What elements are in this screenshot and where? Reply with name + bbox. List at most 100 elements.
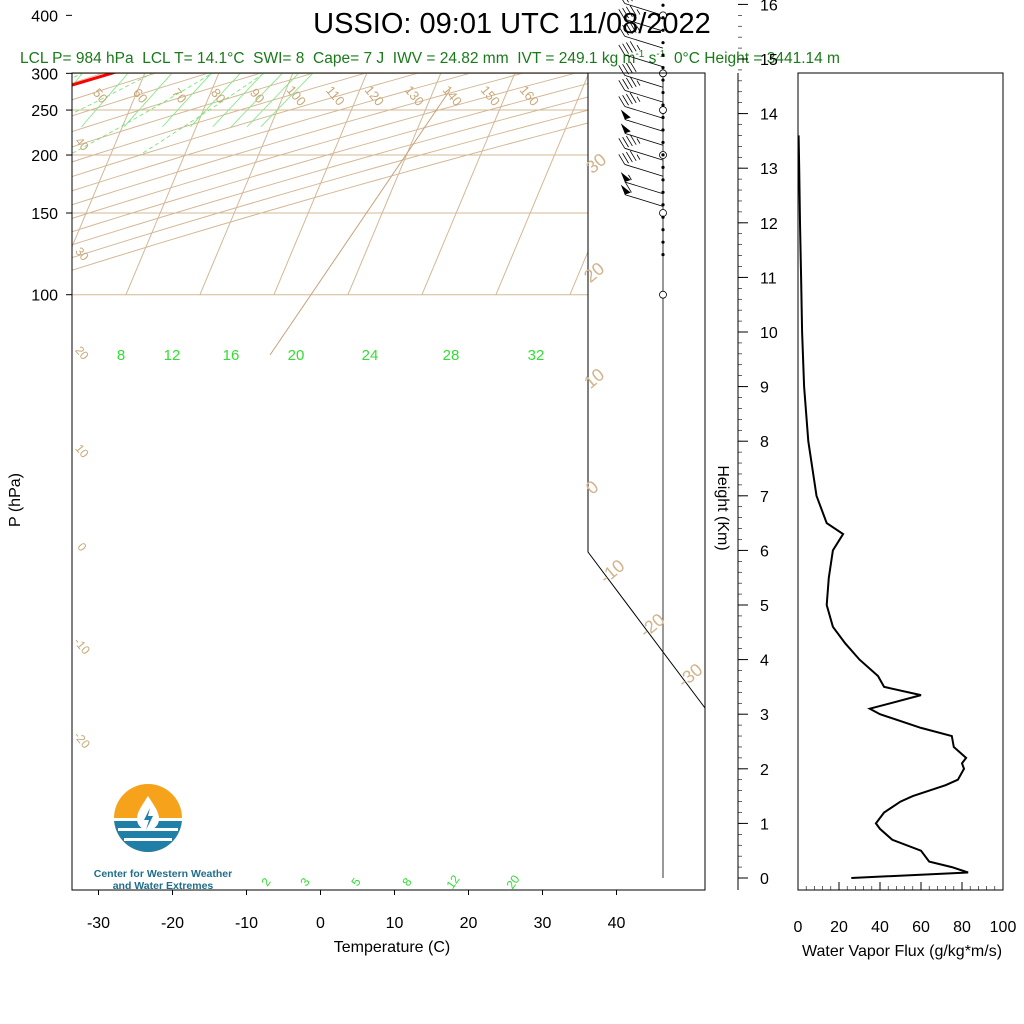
wind-barb-half bbox=[636, 154, 641, 160]
wind-barb-feather bbox=[626, 93, 633, 105]
dry-adiabat bbox=[72, 73, 263, 133]
x-axis-label: Temperature (C) bbox=[334, 939, 450, 956]
wind-barb-half bbox=[636, 80, 641, 86]
isotherm-line bbox=[273, 73, 368, 295]
flux-frame bbox=[797, 72, 1004, 891]
level-dot bbox=[661, 103, 665, 107]
wind-barb-staff bbox=[624, 54, 664, 68]
dry-adiabat bbox=[72, 73, 526, 206]
wind-barb-feather bbox=[629, 134, 637, 145]
height-tick-label: 11 bbox=[760, 270, 777, 287]
wind-barb-feather bbox=[618, 9, 626, 20]
level-dot bbox=[661, 140, 665, 145]
wind-barb-feather bbox=[629, 22, 637, 33]
dry-adiabat bbox=[72, 73, 421, 178]
theta-label: 110 bbox=[323, 83, 348, 109]
dry-adiabat bbox=[72, 79, 705, 259]
wind-barb-feather bbox=[622, 24, 629, 36]
height-tick-label: 0 bbox=[760, 871, 769, 888]
swi-value: SWI= 8 bbox=[253, 50, 305, 68]
ivt-exp1: -1 bbox=[635, 49, 645, 60]
height-tick-label: 2 bbox=[760, 762, 769, 779]
x-tick-label: 20 bbox=[460, 915, 478, 932]
level-dot bbox=[661, 41, 665, 45]
height-tick-label: 13 bbox=[760, 161, 778, 178]
wind-barb-feather bbox=[626, 6, 633, 18]
iwv-value: IWV = 24.82 mm bbox=[392, 50, 509, 68]
mixing-ratio-line bbox=[212, 73, 264, 128]
theta-label: 160 bbox=[517, 83, 542, 109]
y-tick-label: 100 bbox=[31, 288, 58, 305]
theta-label: 120 bbox=[362, 83, 387, 109]
isotherm-line bbox=[718, 0, 915, 295]
wind-barb-feather bbox=[618, 138, 626, 149]
theta-label: 0 bbox=[74, 540, 89, 554]
moist-adiabat bbox=[139, 73, 265, 156]
skew-t-frame bbox=[71, 72, 706, 891]
dry-adiabat bbox=[72, 73, 158, 101]
wind-barb-feather bbox=[622, 43, 629, 54]
isotherm-line bbox=[421, 73, 516, 295]
freezing-height: 0°C Height = 3441.14 m bbox=[673, 50, 840, 68]
height-tick-label: 1 bbox=[760, 816, 769, 833]
height-tick-label: 12 bbox=[760, 216, 778, 233]
height-tick-label: 5 bbox=[760, 598, 769, 615]
level-dot bbox=[661, 253, 665, 257]
wind-barb-feather bbox=[622, 7, 629, 19]
logo-caption: Center for Western Weather and Water Ext… bbox=[88, 868, 238, 892]
wind-barb-pennant bbox=[620, 109, 631, 120]
mixing-ratio-line bbox=[81, 73, 129, 128]
mixing-ratio-label: 8 bbox=[399, 875, 414, 889]
wind-barb-feather bbox=[626, 135, 633, 147]
x-tick-label: 0 bbox=[316, 915, 325, 932]
mixing-ratio-label: 32 bbox=[528, 347, 545, 364]
wind-barb-half bbox=[636, 44, 641, 51]
level-dot bbox=[661, 28, 665, 32]
height-tick-label: 15 bbox=[760, 52, 778, 69]
x-tick-label: 10 bbox=[386, 915, 404, 932]
level-dot bbox=[661, 66, 665, 70]
wind-barb-feather bbox=[629, 150, 637, 162]
mixing-ratio-label: 28 bbox=[443, 347, 460, 364]
height-tick-label: 6 bbox=[760, 543, 769, 560]
level-marker bbox=[659, 290, 667, 299]
moist-adiabat bbox=[0, 0, 175, 155]
level-dot bbox=[661, 203, 665, 207]
height-tick-label: 9 bbox=[760, 380, 769, 397]
height-tick-label: 8 bbox=[760, 434, 769, 451]
ivt-value: IVT = 249.1 kg m bbox=[517, 50, 636, 68]
wind-barb-pennant bbox=[620, 171, 631, 182]
wind-barb-feather bbox=[629, 61, 637, 73]
flux-tick-label: 100 bbox=[990, 919, 1017, 936]
theta-label: 60 bbox=[130, 85, 151, 106]
theta-label: -20 bbox=[71, 729, 93, 752]
wind-barb-feather bbox=[629, 92, 637, 104]
level-dot bbox=[661, 16, 665, 20]
mixing-ratio-line bbox=[123, 73, 173, 128]
height-tick-label: 10 bbox=[760, 325, 778, 342]
wind-barb-half bbox=[628, 174, 632, 181]
isotherm-line bbox=[347, 73, 442, 295]
wind-barb-half bbox=[636, 26, 641, 32]
level-dot bbox=[661, 3, 665, 7]
mixing-ratio-label: 2 bbox=[258, 875, 273, 889]
wind-barb-feather bbox=[626, 42, 633, 53]
wind-barb-feather bbox=[626, 77, 633, 89]
temperature-line bbox=[72, 73, 118, 87]
height-tick-label: 16 bbox=[760, 0, 778, 14]
x-tick-label: 40 bbox=[608, 915, 626, 932]
flux-tick-label: 40 bbox=[871, 919, 889, 936]
mixing-ratio-label: 12 bbox=[443, 872, 462, 891]
mixing-ratio-label: 16 bbox=[223, 347, 240, 364]
level-dot bbox=[661, 228, 665, 232]
mixing-ratio-line bbox=[230, 73, 284, 128]
mixing-ratio-label: 20 bbox=[503, 872, 522, 891]
mixing-ratio-label: 24 bbox=[362, 347, 379, 364]
level-dot bbox=[661, 53, 665, 57]
height-tick-label: 7 bbox=[760, 489, 769, 506]
theta-label: 10 bbox=[72, 441, 92, 460]
wind-barb-feather bbox=[622, 153, 629, 164]
moist-adiabat bbox=[0, 0, 471, 155]
height-tick-label: 3 bbox=[760, 707, 769, 724]
x-tick-label: -30 bbox=[87, 915, 110, 932]
